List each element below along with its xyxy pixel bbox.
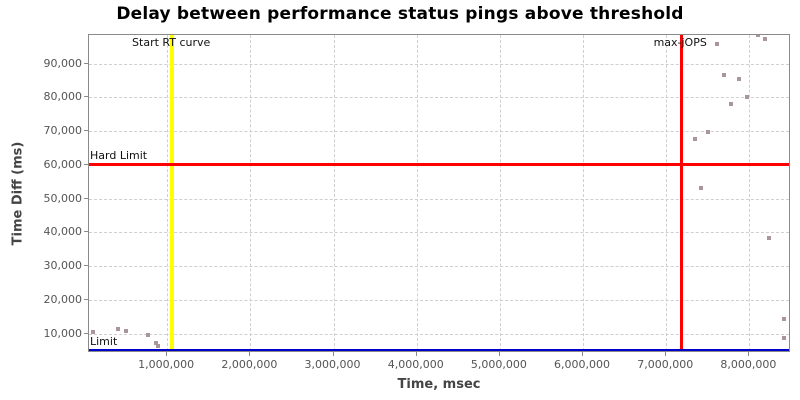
x-tick-mark bbox=[498, 352, 500, 356]
x-tick-mark bbox=[332, 352, 334, 356]
y-tick-label: 10,000 bbox=[43, 326, 83, 340]
marker-label: Hard Limit bbox=[90, 148, 148, 162]
y-tick-label: 30,000 bbox=[43, 259, 83, 273]
x-tick-label: 2,000,000 bbox=[221, 358, 278, 371]
marker-label: max-jOPS bbox=[653, 36, 707, 49]
data-point bbox=[782, 336, 787, 341]
y-tick-mark bbox=[84, 197, 88, 199]
x-gridline bbox=[749, 35, 751, 351]
y-tick-label: 90,000 bbox=[43, 56, 83, 70]
data-point bbox=[722, 72, 727, 77]
marker-line-max-jops bbox=[679, 35, 683, 351]
y-tick-label: 50,000 bbox=[43, 191, 83, 205]
x-tick-label: 1,000,000 bbox=[138, 358, 195, 371]
x-tick-label: 8,000,000 bbox=[720, 358, 777, 371]
data-point bbox=[755, 35, 760, 38]
y-gridline bbox=[89, 131, 789, 133]
chart-title: Delay between performance status pings a… bbox=[116, 4, 684, 24]
x-tick-mark bbox=[665, 352, 667, 356]
x-gridline bbox=[499, 35, 501, 351]
data-point bbox=[705, 129, 710, 134]
data-point bbox=[737, 77, 742, 82]
data-point bbox=[767, 236, 772, 241]
data-point bbox=[90, 330, 95, 335]
x-gridline bbox=[583, 35, 585, 351]
x-tick-label: 7,000,000 bbox=[637, 358, 694, 371]
y-tick-label: 20,000 bbox=[43, 293, 83, 306]
y-tick-mark bbox=[84, 265, 88, 267]
data-point bbox=[744, 94, 749, 99]
y-tick-label: 40,000 bbox=[43, 225, 83, 239]
y-tick-mark bbox=[84, 163, 88, 165]
y-gridline bbox=[89, 198, 789, 200]
data-point bbox=[693, 136, 698, 141]
x-gridline bbox=[250, 35, 252, 351]
x-tick-label: 5,000,000 bbox=[470, 358, 527, 371]
data-point bbox=[699, 185, 704, 190]
y-tick-mark bbox=[84, 299, 88, 300]
data-point bbox=[156, 343, 161, 348]
x-tick-mark bbox=[748, 352, 750, 356]
data-point bbox=[124, 328, 129, 333]
x-tick-mark bbox=[582, 352, 584, 356]
x-axis-title: Time, msec bbox=[397, 377, 481, 392]
marker-line-start-rt-curve bbox=[170, 35, 175, 351]
y-gridline bbox=[89, 232, 789, 234]
data-point bbox=[729, 101, 734, 106]
y-gridline bbox=[89, 300, 789, 301]
x-tick-label: 6,000,000 bbox=[554, 358, 611, 371]
marker-line-limit bbox=[89, 349, 789, 351]
y-gridline bbox=[89, 333, 789, 335]
data-point bbox=[146, 333, 151, 338]
plot-area bbox=[88, 34, 790, 352]
marker-label: Limit bbox=[90, 334, 118, 348]
y-tick-label: 70,000 bbox=[43, 124, 83, 138]
data-point bbox=[763, 37, 768, 42]
data-point bbox=[154, 340, 159, 345]
y-tick-mark bbox=[84, 332, 88, 334]
x-tick-label: 4,000,000 bbox=[387, 358, 444, 371]
y-gridline bbox=[89, 97, 789, 99]
marker-line-hard-limit bbox=[89, 163, 789, 167]
data-point bbox=[714, 41, 719, 46]
x-gridline bbox=[167, 35, 169, 351]
y-tick-mark bbox=[84, 62, 88, 64]
x-tick-mark bbox=[249, 352, 251, 356]
y-tick-label: 60,000 bbox=[43, 157, 83, 171]
x-tick-mark bbox=[415, 352, 417, 356]
x-gridline bbox=[416, 35, 418, 351]
y-gridline bbox=[89, 63, 789, 65]
marker-label: Start RT curve bbox=[132, 36, 211, 49]
x-tick-mark bbox=[166, 352, 168, 356]
y-tick-label: 80,000 bbox=[43, 90, 83, 104]
x-gridline bbox=[333, 35, 335, 351]
y-tick-mark bbox=[84, 231, 88, 233]
y-tick-mark bbox=[84, 130, 88, 132]
x-gridline bbox=[666, 35, 668, 351]
data-point bbox=[781, 317, 786, 322]
y-tick-mark bbox=[84, 96, 88, 98]
y-gridline bbox=[89, 266, 789, 268]
x-tick-label: 3,000,000 bbox=[304, 358, 361, 371]
data-point bbox=[116, 326, 121, 331]
